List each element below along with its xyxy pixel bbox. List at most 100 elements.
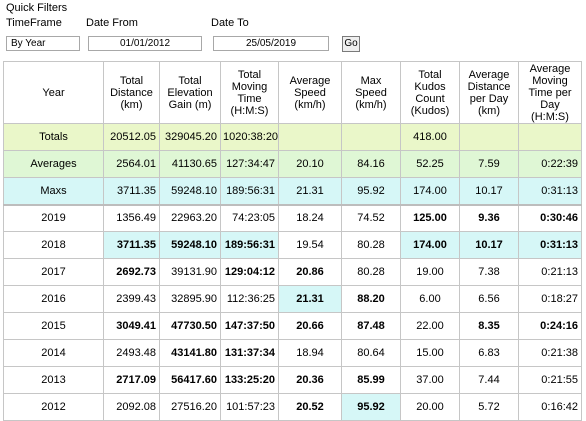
- table-cell: 19.54: [278, 231, 342, 259]
- table-cell: 20512.05: [103, 123, 160, 151]
- table-cell: Averages: [3, 150, 104, 178]
- table-cell: 3711.35: [103, 231, 160, 259]
- table-cell: Totals: [3, 123, 104, 151]
- table-cell: 0:30:46: [518, 203, 582, 232]
- table-cell: 101:57:23: [220, 393, 279, 421]
- table-cell: 174.00: [400, 177, 460, 205]
- col-header-max-speed[interactable]: Max Speed (km/h): [341, 61, 401, 124]
- table-cell: 22963.20: [159, 203, 221, 232]
- col-header-total-distance[interactable]: Total Distance (km): [103, 61, 160, 124]
- timeframe-select[interactable]: [6, 36, 80, 51]
- table-cell: 80.64: [341, 339, 401, 367]
- table-cell: [278, 123, 342, 151]
- table-cell: 85.99: [341, 366, 401, 394]
- table-cell: 6.00: [400, 285, 460, 313]
- table-cell: 43141.80: [159, 339, 221, 367]
- averages-row: Averages 2564.01 41130.65 127:34:47 20.1…: [3, 150, 582, 178]
- table-cell: 0:21:38: [518, 339, 582, 367]
- table-cell: 2018: [3, 231, 104, 259]
- table-cell: 74:23:05: [220, 203, 279, 232]
- table-cell: 80.28: [341, 258, 401, 286]
- date-from-label: Date From: [86, 17, 138, 29]
- table-cell: [518, 123, 582, 151]
- date-from-input[interactable]: [88, 36, 202, 51]
- table-cell: 80.28: [341, 231, 401, 259]
- col-header-total-elevation[interactable]: Total Elevation Gain (m): [159, 61, 221, 124]
- table-cell: 189:56:31: [220, 177, 279, 205]
- table-cell: 10.17: [459, 231, 519, 259]
- table-cell: [459, 123, 519, 151]
- table-row: 2018 3711.35 59248.10 189:56:31 19.54 80…: [3, 231, 582, 259]
- table-cell: 59248.10: [159, 177, 221, 205]
- table-cell: 2014: [3, 339, 104, 367]
- table-cell: 0:21:13: [518, 258, 582, 286]
- col-header-average-speed[interactable]: Average Speed (km/h): [278, 61, 342, 124]
- table-row: 2016 2399.43 32895.90 112:36:25 21.31 88…: [3, 285, 582, 313]
- table-row: 2015 3049.41 47730.50 147:37:50 20.66 87…: [3, 312, 582, 340]
- table-cell: 59248.10: [159, 231, 221, 259]
- table-cell: 7.59: [459, 150, 519, 178]
- table-cell: 1356.49: [103, 203, 160, 232]
- table-cell: 20.86: [278, 258, 342, 286]
- table-cell: 2012: [3, 393, 104, 421]
- table-cell: 20.10: [278, 150, 342, 178]
- header-row: Year Total Distance (km) Total Elevation…: [3, 61, 582, 124]
- date-to-input[interactable]: [213, 36, 329, 51]
- stats-table: Year Total Distance (km) Total Elevation…: [3, 61, 582, 421]
- table-cell: 95.92: [341, 177, 401, 205]
- table-cell: 133:25:20: [220, 366, 279, 394]
- table-cell: 20.36: [278, 366, 342, 394]
- table-cell: 0:22:39: [518, 150, 582, 178]
- table-cell: 418.00: [400, 123, 460, 151]
- table-cell: 2399.43: [103, 285, 160, 313]
- table-cell: 7.44: [459, 366, 519, 394]
- table-cell: 2019: [3, 203, 104, 232]
- table-cell: 21.31: [278, 285, 342, 313]
- quick-filters-title: Quick Filters: [6, 2, 68, 14]
- table-cell: 20.66: [278, 312, 342, 340]
- table-cell: 129:04:12: [220, 258, 279, 286]
- table-cell: 87.48: [341, 312, 401, 340]
- table-cell: 95.92: [341, 393, 401, 421]
- table-cell: 21.31: [278, 177, 342, 205]
- table-cell: 47730.50: [159, 312, 221, 340]
- table-cell: 32895.90: [159, 285, 221, 313]
- table-cell: 2013: [3, 366, 104, 394]
- table-cell: Maxs: [3, 177, 104, 205]
- table-cell: 74.52: [341, 203, 401, 232]
- table-cell: 88.20: [341, 285, 401, 313]
- col-header-avg-moving-time-per-day[interactable]: Average Moving Time per Day (H:M:S): [518, 61, 582, 124]
- table-cell: [341, 123, 401, 151]
- col-header-total-kudos[interactable]: Total Kudos Count (Kudos): [400, 61, 460, 124]
- table-row: 2013 2717.09 56417.60 133:25:20 20.36 85…: [3, 366, 582, 394]
- table-cell: 0:18:27: [518, 285, 582, 313]
- table-cell: 9.36: [459, 203, 519, 232]
- table-row: 2014 2493.48 43141.80 131:37:34 18.94 80…: [3, 339, 582, 367]
- table-cell: 41130.65: [159, 150, 221, 178]
- col-header-total-moving-time[interactable]: Total Moving Time (H:M:S): [220, 61, 279, 124]
- table-cell: 2015: [3, 312, 104, 340]
- table-cell: 22.00: [400, 312, 460, 340]
- timeframe-label: TimeFrame: [6, 17, 62, 29]
- table-cell: 174.00: [400, 231, 460, 259]
- table-cell: 329045.20: [159, 123, 221, 151]
- table-cell: 147:37:50: [220, 312, 279, 340]
- table-row: 2019 1356.49 22963.20 74:23:05 18.24 74.…: [3, 203, 582, 232]
- table-cell: 3049.41: [103, 312, 160, 340]
- table-cell: 0:21:55: [518, 366, 582, 394]
- col-header-year[interactable]: Year: [3, 61, 104, 124]
- table-row: 2012 2092.08 27516.20 101:57:23 20.52 95…: [3, 393, 582, 421]
- table-cell: 2564.01: [103, 150, 160, 178]
- table-cell: 131:37:34: [220, 339, 279, 367]
- table-cell: 2092.08: [103, 393, 160, 421]
- table-cell: 0:16:42: [518, 393, 582, 421]
- table-row: 2017 2692.73 39131.90 129:04:12 20.86 80…: [3, 258, 582, 286]
- table-cell: 10.17: [459, 177, 519, 205]
- table-cell: 189:56:31: [220, 231, 279, 259]
- table-cell: 84.16: [341, 150, 401, 178]
- table-cell: 3711.35: [103, 177, 160, 205]
- table-cell: 0:31:13: [518, 231, 582, 259]
- go-button[interactable]: Go: [342, 36, 360, 52]
- table-cell: 0:31:13: [518, 177, 582, 205]
- col-header-avg-distance-per-day[interactable]: Average Distance per Day (km): [459, 61, 519, 124]
